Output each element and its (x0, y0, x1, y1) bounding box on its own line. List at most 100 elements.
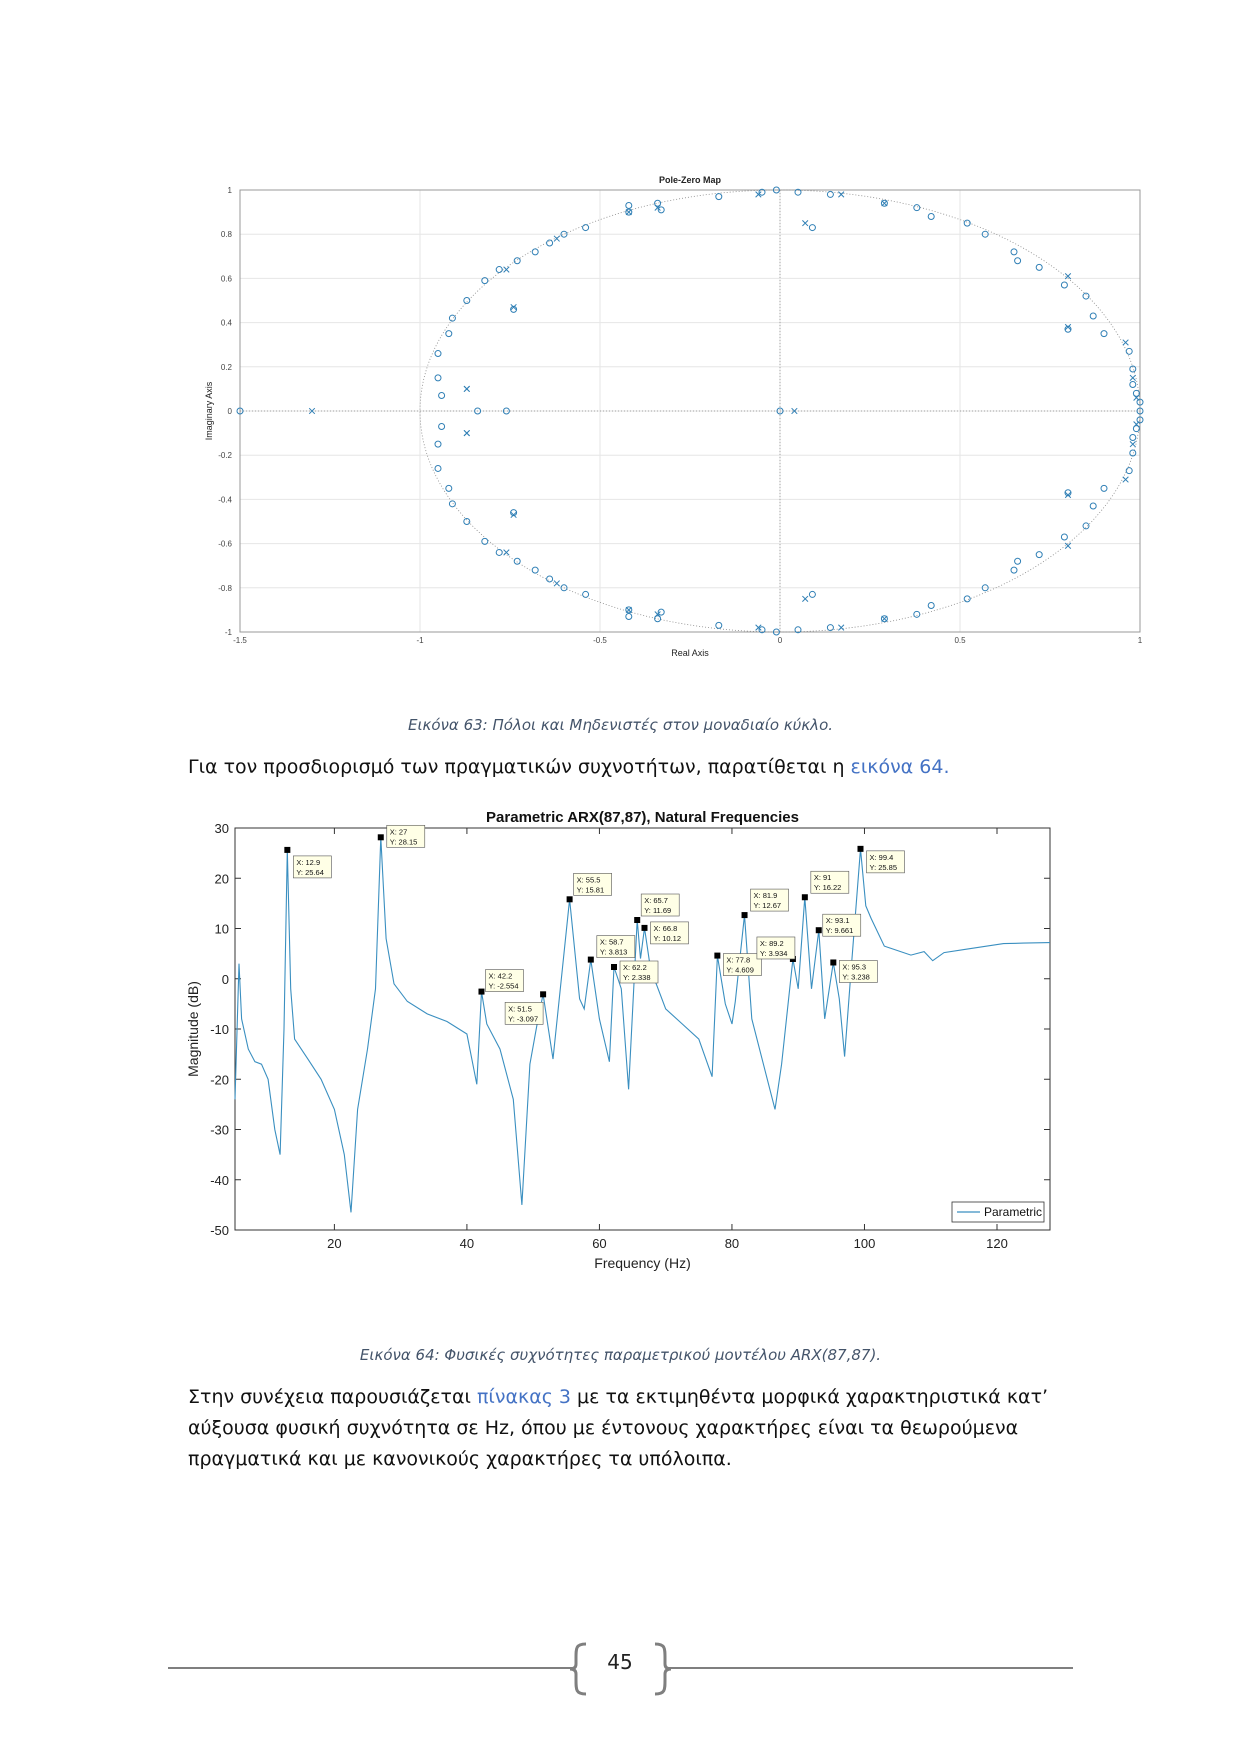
zero-marker (1035, 263, 1043, 271)
zero-marker (445, 330, 453, 338)
zero-marker (1132, 389, 1140, 397)
y-axis-label: Imaginary Axis (204, 381, 214, 440)
x-tick-label: 120 (986, 1236, 1008, 1251)
data-tip-box (485, 969, 524, 992)
zero-marker (1014, 257, 1022, 265)
data-tip-marker (540, 991, 547, 998)
zero-marker (502, 407, 510, 415)
pole-marker (755, 624, 762, 631)
y-tick-label: -0.2 (218, 451, 232, 460)
body-line-1: Στην συνέχεια παρουσιάζεται πίνακας 3 με… (188, 1382, 1068, 1413)
zero-marker (1089, 502, 1097, 510)
intro-end: . (943, 756, 950, 778)
y-tick-label: 0.2 (221, 363, 233, 372)
zero-marker (927, 601, 935, 609)
zero-marker (438, 392, 446, 400)
y-tick-label: -40 (210, 1173, 229, 1188)
pole-marker (1133, 421, 1140, 428)
data-tip-box (386, 824, 426, 848)
legend-box (951, 1201, 1045, 1223)
figure-64-link[interactable]: εικόνα 64 (850, 756, 944, 778)
y-tick-label: -50 (210, 1223, 229, 1238)
pole-marker (1064, 542, 1072, 549)
zero-marker (546, 575, 554, 583)
zero-marker (1064, 325, 1072, 333)
zero-marker (625, 613, 633, 621)
zero-marker (1136, 416, 1144, 424)
pole-marker (1064, 273, 1072, 280)
pole-marker (308, 407, 316, 415)
zero-marker (981, 230, 989, 238)
data-tip-x: X: 65.7 (644, 896, 668, 905)
zero-marker (546, 239, 554, 247)
data-tip-marker (741, 912, 748, 919)
data-tip-y: Y: 2.338 (623, 973, 651, 982)
data-tip-y: Y: 15.81 (577, 885, 605, 894)
pole-marker (553, 580, 560, 587)
data-tip-x: X: 89.2 (760, 939, 784, 948)
y-tick-label: 0.8 (221, 230, 233, 239)
y-tick-label: 30 (215, 821, 229, 836)
figure-64-caption: Εικόνα 64: Φυσικές συχνότητες παραμετρικ… (359, 1346, 882, 1364)
y-tick-label: 10 (215, 922, 229, 937)
zero-marker (1129, 449, 1137, 457)
data-tip-box (293, 855, 332, 879)
data-tip-marker (830, 959, 837, 966)
zero-marker (582, 224, 590, 232)
zero-marker (510, 305, 518, 313)
zero-marker (510, 509, 518, 517)
data-tip-marker (857, 845, 864, 852)
zero-marker (1129, 434, 1137, 442)
zero-marker (438, 422, 446, 430)
x-tick-label: -1.5 (233, 636, 247, 645)
x-tick-label: -1 (416, 636, 424, 645)
data-tip-x: X: 55.5 (577, 875, 601, 884)
pole-marker (802, 595, 809, 603)
y-tick-label: 0.4 (221, 319, 233, 328)
pole-marker (654, 611, 661, 618)
data-tip-box (756, 936, 796, 960)
zero-marker (794, 626, 802, 634)
zero-marker (531, 248, 539, 256)
zero-marker (654, 615, 662, 623)
footer-rule-left (168, 1667, 573, 1669)
zero-marker (1136, 407, 1144, 415)
x-tick-label: 0.5 (954, 636, 966, 645)
table-3-link[interactable]: πίνακας 3 (476, 1386, 571, 1408)
data-tip-x: X: 81.9 (754, 891, 778, 900)
data-tip-marker (478, 988, 485, 995)
pole-marker (1129, 440, 1136, 448)
y-tick-label: -10 (210, 1022, 229, 1037)
body-line-3: πραγματικά και με κανονικούς χαρακτήρες … (188, 1448, 732, 1470)
data-tip-marker (566, 896, 573, 903)
y-tick-label: -0.8 (218, 584, 232, 593)
data-tip-box (640, 893, 680, 917)
y-tick-label: 20 (215, 871, 229, 886)
footer-rule-right (668, 1667, 1073, 1669)
zero-marker (758, 626, 766, 634)
data-tip-x: X: 51.5 (508, 1004, 532, 1013)
x-tick-label: 1 (1138, 636, 1143, 645)
data-tip-box (839, 960, 878, 983)
y-tick-label: -0.6 (218, 540, 232, 549)
y-tick-label: -30 (210, 1123, 229, 1138)
data-tip-marker (641, 924, 648, 931)
zero-marker (625, 201, 633, 209)
zero-marker (1014, 557, 1022, 565)
data-tip-x: X: 27 (390, 827, 408, 836)
pole-marker (1133, 394, 1140, 401)
zero-marker (794, 188, 802, 196)
x-tick-label: 20 (327, 1236, 341, 1251)
data-tip-marker (714, 952, 721, 959)
zero-marker (880, 199, 888, 207)
page-number: 45 (607, 1650, 633, 1674)
zero-marker (772, 628, 780, 636)
zero-marker (826, 624, 834, 632)
zero-marker (1100, 484, 1108, 492)
data-tip-marker (377, 834, 384, 841)
data-tip-marker (284, 846, 291, 853)
zero-marker (560, 584, 568, 592)
zero-marker (1125, 467, 1133, 475)
zero-marker (463, 297, 471, 304)
zero-marker (1082, 292, 1090, 300)
